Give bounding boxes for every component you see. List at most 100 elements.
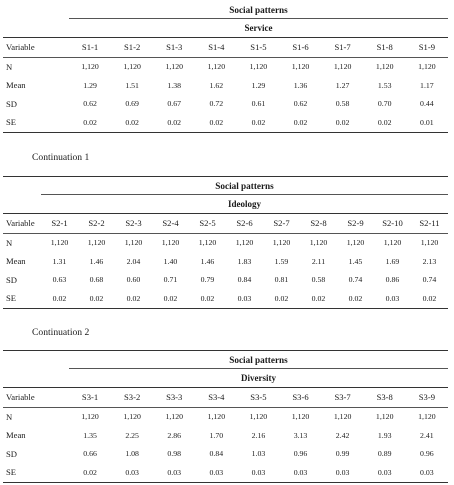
table-row: N 1,120 1,120 1,120 1,120 1,120 1,120 1,…: [3, 56, 448, 76]
table-cell: 2.86: [167, 430, 182, 440]
column-header: S1-3: [153, 37, 196, 57]
table-title: Social patterns: [69, 350, 448, 369]
table-cell: 1.27: [335, 80, 350, 90]
table-cell: 1,120: [405, 56, 448, 76]
column-header: S1-9: [405, 37, 448, 57]
table-cell: 0.03: [321, 463, 364, 483]
row-label: SD: [6, 274, 17, 285]
table-cell: 1.40: [163, 256, 178, 266]
continuation-label-1: Continuation 1: [32, 152, 90, 163]
column-header: S3-4: [195, 387, 238, 407]
table-cell: 0.58: [335, 99, 350, 109]
column-header: S3-6: [279, 387, 322, 407]
table-cell: 1,120: [189, 232, 226, 252]
column-header: S1-4: [195, 37, 238, 57]
table-cell: 0.84: [209, 449, 224, 459]
table-row: SD 0.66 1.08 0.98 0.84 1.03 0.96 0.99 0.…: [3, 445, 448, 464]
table-cell: 1,120: [195, 406, 238, 426]
row-label: N: [3, 406, 69, 426]
table-cell: 0.02: [195, 113, 238, 133]
table-cell: 0.86: [385, 275, 400, 285]
table-cell: 1,120: [405, 406, 448, 426]
table-ideology: Social patterns Ideology Variable S2-1 S…: [3, 176, 449, 309]
table-cell: 1,120: [337, 232, 374, 252]
table-cell: 0.70: [377, 99, 392, 109]
table-row: Mean 1.29 1.51 1.38 1.62 1.29 1.36 1.27 …: [3, 76, 448, 95]
table-cell: 1.45: [348, 256, 363, 266]
table-row: SD 0.63 0.68 0.60 0.71 0.79 0.84 0.81 0.…: [3, 271, 448, 290]
table-cell: 0.74: [348, 275, 363, 285]
table-cell: 1,120: [226, 232, 263, 252]
table-cell: 0.58: [311, 275, 326, 285]
table-cell: 0.03: [111, 463, 154, 483]
column-header: S2-4: [152, 213, 189, 233]
table-cell: 1,120: [374, 232, 411, 252]
table-cell: 2.25: [125, 430, 139, 440]
table-cell: 0.60: [126, 275, 141, 285]
table-cell: 1,120: [279, 406, 322, 426]
table-cell: 1.83: [237, 256, 252, 266]
table-cell: 0.79: [200, 275, 215, 285]
table-cell: 0.02: [279, 113, 322, 133]
table-cell: 0.02: [300, 289, 337, 309]
table-cell: 0.98: [167, 449, 182, 459]
table-cell: 0.99: [335, 449, 350, 459]
column-header: S3-3: [153, 387, 196, 407]
column-header: S2-10: [374, 213, 411, 233]
column-header: S3-5: [237, 387, 280, 407]
table-title: Social patterns: [229, 4, 288, 15]
table-cell: 1,120: [279, 56, 322, 76]
table-cell: 0.03: [153, 463, 196, 483]
table-cell: 0.02: [411, 289, 449, 309]
table-cell: 0.71: [163, 275, 178, 285]
table-cell: 0.61: [251, 99, 266, 109]
table-cell: 1.70: [209, 430, 224, 440]
table-cell: 2.42: [335, 430, 350, 440]
table-title-row: Social patterns: [3, 350, 448, 369]
table-cell: 0.03: [237, 463, 280, 483]
table-row: Mean 1.35 2.25 2.86 1.70 2.16 3.13 2.42 …: [3, 426, 448, 445]
table-row: SE 0.02 0.02 0.02 0.02 0.02 0.03 0.02 0.…: [3, 289, 449, 309]
table-cell: 1.53: [377, 80, 392, 90]
column-header: S1-7: [321, 37, 364, 57]
table-cell: 1.46: [89, 256, 104, 266]
row-label: SD: [6, 98, 17, 109]
column-header: S3-1: [69, 387, 112, 407]
table-cell: 2.16: [251, 430, 266, 440]
table-cell: 2.13: [422, 256, 437, 266]
table-cell: 1,120: [363, 406, 406, 426]
column-header: Variable: [3, 387, 69, 407]
table-cell: 1,120: [321, 56, 364, 76]
table-title-row: Social patterns: [3, 1, 448, 19]
table-cell: 1,120: [237, 406, 280, 426]
table-cell: 0.02: [189, 289, 226, 309]
table-cell: 0.02: [363, 113, 406, 133]
continuation-label-2: Continuation 2: [32, 327, 90, 338]
table-cell: 1.17: [420, 80, 434, 90]
table-title: Social patterns: [41, 176, 449, 195]
table-cell: 0.68: [89, 275, 104, 285]
table-cell: 1.29: [83, 80, 97, 90]
table-service: Social patterns Service Variable S1-1 S1…: [3, 1, 448, 133]
row-label: N: [3, 232, 41, 252]
table-cell: 0.03: [226, 289, 263, 309]
table-cell: 1,120: [153, 56, 196, 76]
table-cell: 0.03: [363, 463, 406, 483]
table-cell: 0.69: [125, 99, 139, 109]
table-title-row: Social patterns: [3, 176, 449, 195]
table-diversity: Social patterns Diversity Variable S3-1 …: [3, 350, 448, 483]
table-cell: 1,120: [195, 56, 238, 76]
table-cell: 0.02: [153, 113, 196, 133]
column-header: S1-2: [111, 37, 154, 57]
table-header-row: Variable S2-1 S2-2 S2-3 S2-4 S2-5 S2-6 S…: [3, 213, 449, 233]
table-cell: 0.03: [405, 463, 448, 483]
table-row: Mean 1.31 1.46 2.04 1.40 1.46 1.83 1.59 …: [3, 252, 448, 271]
table-cell: 1.38: [167, 80, 182, 90]
table-cell: 0.01: [405, 113, 448, 133]
table-subtitle-row: Ideology: [3, 194, 449, 214]
column-header: S2-1: [41, 213, 78, 233]
table-row: N 1,120 1,120 1,120 1,120 1,120 1,120 1,…: [3, 406, 448, 426]
row-label: N: [3, 56, 69, 76]
column-header: S2-3: [115, 213, 152, 233]
table-subtitle: Ideology: [41, 194, 449, 214]
